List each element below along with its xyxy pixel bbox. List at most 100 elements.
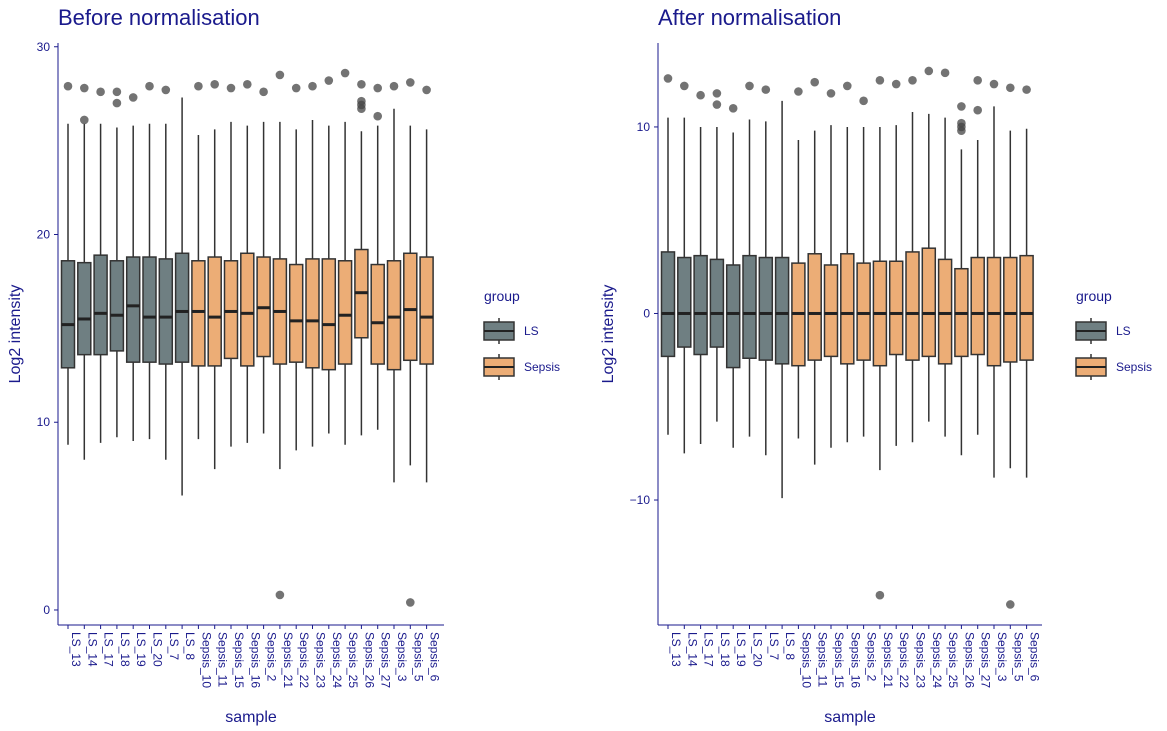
- box-Sepsis_21: [872, 76, 888, 600]
- outlier-point: [712, 89, 722, 98]
- box-LS_18: [709, 89, 725, 422]
- outlier-point: [1006, 83, 1015, 93]
- box-body: [905, 251, 920, 361]
- box-Sepsis_23: [305, 81, 320, 447]
- box-body: [807, 253, 822, 361]
- box-LS_7: [758, 85, 774, 456]
- box-Sepsis_23: [905, 76, 920, 443]
- box-LS_20: [142, 81, 157, 440]
- box-body: [419, 256, 434, 365]
- box-body: [693, 254, 708, 356]
- outlier-point: [340, 68, 350, 78]
- outlier-point: [210, 80, 219, 89]
- x-tick-label: Sepsis_2: [865, 632, 879, 682]
- x-tick-label: Sepsis_6: [428, 632, 442, 682]
- outlier-point: [357, 104, 366, 114]
- box-LS_8: [774, 100, 790, 499]
- outlier-point: [112, 98, 122, 108]
- outlier-point: [275, 70, 285, 80]
- x-tick-label: LS_18: [118, 632, 132, 667]
- box-body: [321, 258, 337, 371]
- box-Sepsis_11: [207, 80, 222, 470]
- legend-title: group: [1076, 288, 1112, 304]
- box-body: [725, 264, 741, 369]
- outlier-point: [680, 81, 689, 91]
- outlier-point: [63, 81, 73, 91]
- box-body: [370, 263, 385, 365]
- x-tick-label: LS_13: [669, 632, 683, 667]
- outlier-point: [1022, 85, 1031, 94]
- box-Sepsis_3: [386, 81, 402, 483]
- x-tick-label: Sepsis_27: [979, 632, 993, 688]
- chart-title: Before normalisation: [58, 5, 260, 30]
- box-body: [223, 260, 239, 360]
- legend-title: group: [484, 288, 520, 304]
- box-LS_20: [742, 81, 757, 437]
- outlier-point: [957, 102, 966, 111]
- legend-label-ls: LS: [1116, 324, 1131, 338]
- outlier-point: [761, 85, 771, 94]
- outlier-point: [357, 80, 366, 89]
- x-tick-label: Sepsis_23: [314, 632, 328, 688]
- y-tick-label: 10: [37, 415, 51, 429]
- box-LS_13: [60, 81, 76, 445]
- outlier-point: [745, 81, 754, 91]
- outlier-point: [989, 79, 999, 89]
- box-body: [109, 260, 125, 352]
- box-body: [709, 258, 725, 348]
- box-body: [191, 260, 206, 367]
- outlier-point: [96, 87, 105, 97]
- box-Sepsis_25: [937, 68, 953, 437]
- box-LS_19: [125, 93, 141, 442]
- box-Sepsis_15: [823, 89, 839, 448]
- x-tick-label: Sepsis_10: [199, 632, 213, 688]
- outlier-point: [957, 126, 966, 135]
- outlier-point: [1006, 600, 1015, 609]
- outlier-point: [308, 81, 317, 91]
- box-Sepsis_27: [370, 83, 385, 430]
- x-tick-label: Sepsis_3: [395, 632, 409, 682]
- outlier-point: [112, 87, 122, 97]
- x-tick-label: Sepsis_15: [232, 632, 246, 688]
- x-tick-label: Sepsis_16: [248, 632, 262, 688]
- box-Sepsis_5: [403, 78, 418, 607]
- box-Sepsis_22: [288, 83, 304, 451]
- outlier-point: [80, 115, 89, 125]
- x-tick-label: LS_13: [69, 632, 83, 667]
- x-tick-label: LS_17: [702, 632, 716, 667]
- x-tick-label: Sepsis_5: [1011, 632, 1025, 682]
- outlier-point: [422, 85, 431, 95]
- outlier-point: [373, 83, 383, 93]
- x-tick-label: LS_7: [767, 632, 781, 660]
- box-Sepsis_21: [272, 70, 288, 600]
- x-tick-label: LS_7: [167, 632, 181, 660]
- y-tick-label: 10: [637, 120, 651, 134]
- box-Sepsis_24: [321, 76, 337, 434]
- outlier-point: [875, 590, 885, 600]
- box-Sepsis_26: [954, 102, 969, 456]
- outlier-point: [843, 81, 852, 91]
- box-Sepsis_3: [986, 79, 1002, 478]
- x-tick-label: LS_20: [151, 632, 165, 667]
- outlier-point: [406, 78, 415, 87]
- outlier-point: [406, 598, 415, 607]
- box-Sepsis_16: [840, 81, 855, 443]
- box-Sepsis_6: [419, 85, 434, 483]
- panel-before-normalisation: Before normalisation 0 10 20 30 Log2 intensit…: [7, 5, 560, 726]
- box-body: [288, 263, 304, 363]
- legend: group LS Sepsis: [483, 288, 560, 380]
- x-tick-label: Sepsis_23: [914, 632, 928, 688]
- box-Sepsis_25: [337, 68, 353, 445]
- box-Sepsis_16: [240, 80, 255, 443]
- box-LS_17: [693, 90, 708, 445]
- box-body: [774, 256, 790, 365]
- box-LS_18: [109, 87, 125, 438]
- x-tick-label: LS_19: [134, 632, 148, 667]
- outlier-point: [908, 76, 917, 85]
- y-tick-label: −10: [630, 493, 651, 507]
- x-tick-label: Sepsis_25: [346, 632, 360, 688]
- box-Sepsis_6: [1019, 85, 1034, 478]
- x-tick-label: LS_8: [783, 632, 797, 660]
- x-tick-label: LS_18: [718, 632, 732, 667]
